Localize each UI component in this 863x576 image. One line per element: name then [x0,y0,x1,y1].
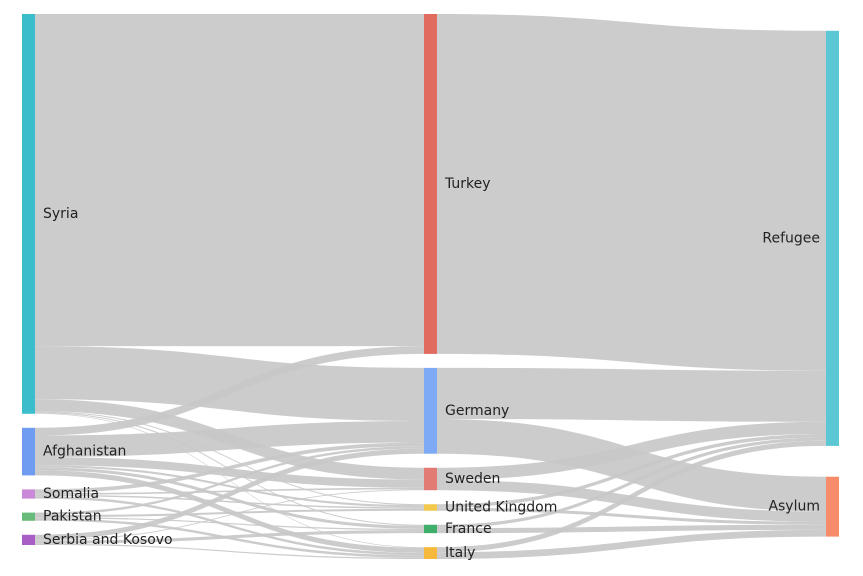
link-syria-turkey [35,14,424,347]
node-france [424,524,437,534]
link-serbia-sweden [35,489,424,541]
link-afghanistan-france [35,467,424,529]
link-somalia-sweden [35,487,424,495]
node-label-afghanistan: Afghanistan [43,444,126,460]
link-pakistan-france [35,517,424,531]
node-label-france: France [445,521,492,537]
node-pakistan [22,512,35,521]
link-germany-asylum [437,418,826,512]
node-label-syria: Syria [43,206,78,222]
link-somalia-germany [35,442,424,494]
node-label-turkey: Turkey [444,176,491,192]
link-uk-asylum [437,507,826,525]
sankey-links [35,14,826,559]
node-label-serbia: Serbia and Kosovo [43,532,173,548]
node-label-pakistan: Pakistan [43,509,102,525]
link-afghanistan-italy [35,470,424,553]
link-france-asylum [437,524,826,534]
node-label-somalia: Somalia [43,486,99,502]
sankey-labels: Syria Afghanistan Somalia Pakistan Serbia an… [43,176,820,561]
node-uk [424,504,437,511]
link-germany-refugee [437,367,826,422]
node-somalia [22,489,35,499]
link-sweden-asylum [437,480,826,522]
node-italy [424,547,437,559]
link-afghanistan-germany [35,421,424,458]
link-afghanistan-turkey [35,346,424,436]
node-label-asylum: Asylum [768,499,820,515]
node-label-italy: Italy [445,545,475,561]
link-france-refugee [437,437,826,529]
link-afghanistan-uk [35,465,424,508]
node-serbia [22,534,35,545]
node-turkey [424,14,437,354]
link-sweden-refugee [437,421,826,481]
link-somalia-italy [35,496,424,556]
link-italy-asylum [437,529,826,559]
node-asylum [826,476,839,537]
node-label-germany: Germany [445,403,509,419]
link-serbia-france [35,530,424,544]
link-afghanistan-sweden [35,457,424,488]
link-italy-refugee [437,440,826,553]
link-pakistan-germany [35,446,424,516]
node-label-refugee: Refugee [762,230,820,246]
node-refugee [826,30,839,446]
node-sweden [424,467,437,491]
link-pakistan-uk [35,508,424,518]
link-serbia-italy [35,543,424,559]
node-label-sweden: Sweden [445,471,500,487]
node-germany [424,367,437,454]
link-uk-refugee [437,434,826,508]
link-syria-uk [35,411,424,506]
link-somalia-uk [35,494,424,509]
node-afghanistan [22,427,35,476]
sankey-nodes [22,14,839,559]
link-turkey-refugee [437,14,826,371]
link-serbia-germany [35,448,424,540]
node-syria [22,14,35,414]
node-label-uk: United Kingdom [445,499,557,515]
link-syria-germany [35,346,424,422]
